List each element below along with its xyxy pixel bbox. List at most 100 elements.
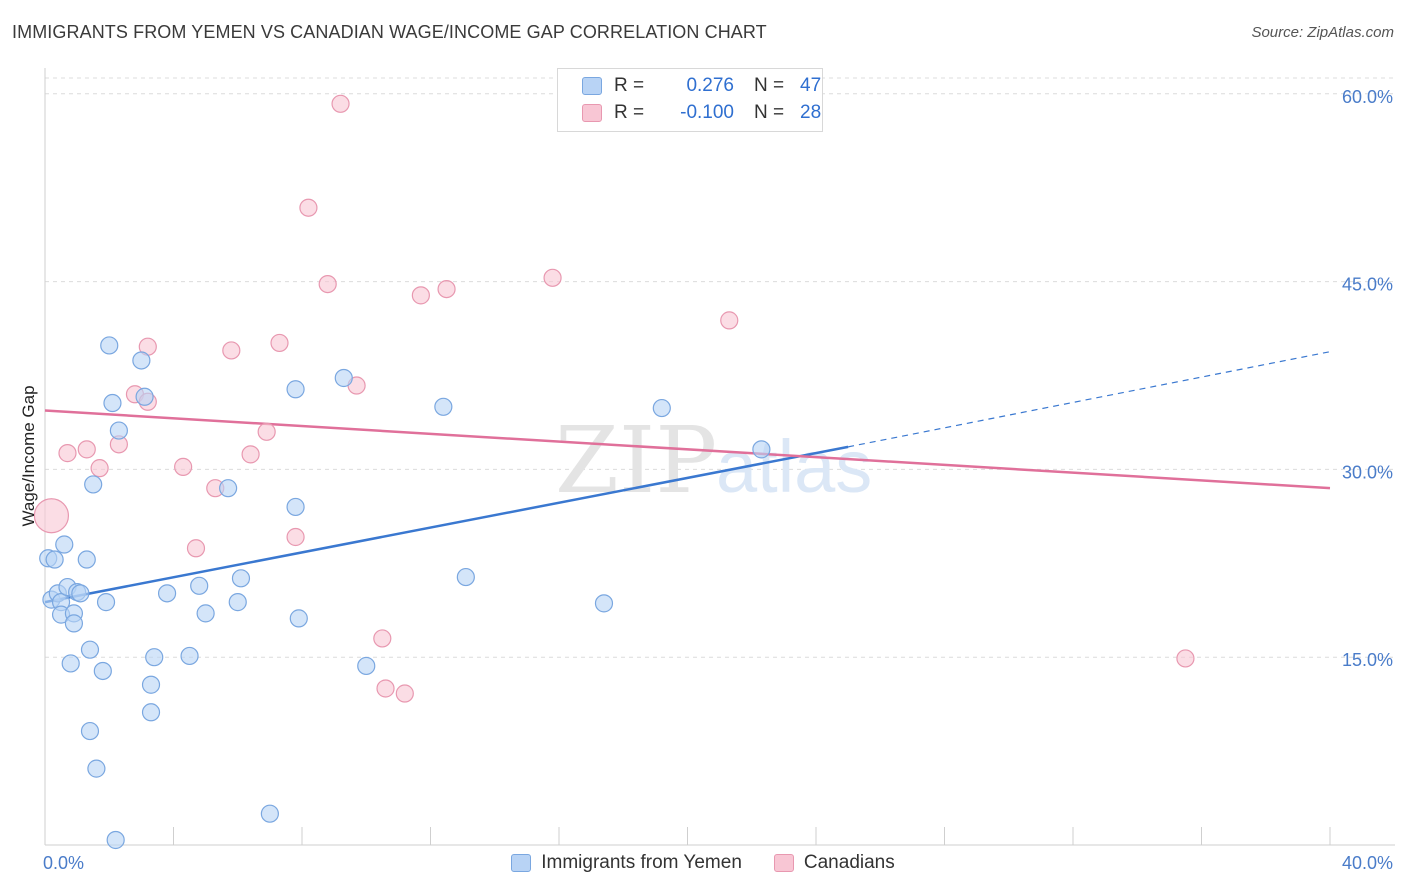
- point-yemen: [286, 497, 305, 517]
- point-canadians: [299, 198, 318, 217]
- x-tick-label: 40.0%: [1342, 853, 1393, 873]
- point-yemen: [93, 661, 112, 681]
- point-yemen: [141, 703, 161, 722]
- chart-title: IMMIGRANTS FROM YEMEN VS CANADIAN WAGE/I…: [12, 22, 767, 42]
- point-canadians: [222, 341, 241, 360]
- point-yemen: [61, 654, 80, 673]
- legend-series-name: Canadians: [803, 852, 895, 873]
- point-canadians: [376, 679, 395, 698]
- point-canadians: [331, 94, 350, 113]
- data-points: [33, 94, 1195, 850]
- point-canadians: [174, 457, 193, 476]
- axes: [44, 68, 1395, 846]
- legend-series-name: Immigrants from Yemen: [541, 852, 742, 873]
- watermark-zip: ZIP: [555, 407, 717, 514]
- point-yemen: [456, 567, 475, 587]
- point-canadians: [720, 311, 739, 330]
- point-canadians: [543, 268, 562, 287]
- point-yemen: [334, 368, 353, 388]
- point-canadians: [186, 539, 206, 558]
- point-yemen: [96, 593, 116, 612]
- trend-line-yemen-extension: [848, 351, 1331, 448]
- legend-swatch-blue: [511, 854, 532, 872]
- point-yemen: [219, 479, 238, 498]
- point-canadians: [58, 444, 77, 463]
- point-canadians: [1176, 649, 1195, 668]
- point-yemen: [132, 351, 151, 370]
- gridlines: [45, 77, 1395, 658]
- legend-n-value: 28: [800, 102, 822, 123]
- series-legend: Immigrants from Yemen Canadians: [0, 852, 1406, 874]
- point-yemen: [652, 398, 671, 418]
- point-yemen: [106, 830, 125, 850]
- point-yemen: [157, 584, 177, 603]
- legend-swatch-pink: [773, 854, 794, 872]
- legend-swatch-blue: [582, 77, 602, 95]
- point-yemen: [55, 535, 74, 554]
- point-yemen: [289, 609, 308, 628]
- y-axis-label: Wage/Income Gap: [19, 385, 38, 526]
- point-yemen: [231, 569, 251, 588]
- point-yemen: [752, 440, 771, 459]
- trend-lines: [44, 351, 1331, 604]
- point-yemen: [64, 614, 84, 633]
- point-yemen: [80, 721, 100, 741]
- legend-r-value: -0.100: [680, 102, 734, 123]
- y-tick-label: 15.0%: [1342, 650, 1393, 670]
- x-tick-label: 0.0%: [43, 853, 84, 873]
- point-yemen: [594, 594, 614, 613]
- legend-item-yemen: Immigrants from Yemen: [511, 852, 742, 874]
- point-yemen: [434, 397, 453, 416]
- point-canadians: [411, 286, 430, 305]
- point-canadians: [286, 527, 305, 547]
- point-yemen: [100, 336, 119, 355]
- legend-n-value: 47: [800, 75, 822, 96]
- point-yemen: [77, 550, 96, 569]
- legend-n-label: N =: [754, 102, 785, 123]
- point-yemen: [109, 421, 128, 440]
- legend-swatch-pink: [582, 104, 602, 122]
- legend-r-value: 0.276: [686, 75, 734, 96]
- point-canadians: [437, 279, 456, 299]
- point-canadians: [318, 274, 337, 294]
- point-canadians: [33, 498, 70, 534]
- trend-line-canadians: [44, 409, 1331, 490]
- point-yemen: [357, 656, 376, 676]
- tick-labels: 15.0% 30.0% 45.0% 60.0% 0.0% 40.0%: [43, 87, 1393, 873]
- point-canadians: [241, 445, 260, 464]
- point-yemen: [45, 550, 64, 569]
- point-canadians: [270, 333, 289, 353]
- watermark-atlas: atlas: [716, 425, 872, 508]
- point-canadians: [257, 422, 276, 441]
- point-yemen: [145, 648, 164, 667]
- y-tick-label: 45.0%: [1342, 275, 1393, 295]
- stats-legend: R = 0.276 N = 47 R = -0.100 N = 28: [557, 68, 823, 132]
- legend-row-yemen: R = 0.276 N = 47: [582, 74, 821, 98]
- y-tick-label: 30.0%: [1342, 462, 1393, 482]
- point-yemen: [228, 593, 247, 612]
- legend-r-label: R =: [614, 102, 645, 123]
- point-yemen: [260, 804, 279, 823]
- point-yemen: [84, 475, 103, 494]
- point-yemen: [80, 640, 100, 659]
- legend-item-canadians: Canadians: [773, 852, 895, 874]
- point-yemen: [135, 387, 154, 406]
- legend-r-label: R =: [614, 75, 645, 96]
- source-label: Source: ZipAtlas.com: [1251, 24, 1394, 41]
- point-canadians: [77, 440, 96, 459]
- point-canadians: [90, 459, 109, 478]
- point-canadians: [395, 684, 414, 703]
- legend-n-label: N =: [754, 75, 785, 96]
- point-yemen: [196, 604, 215, 623]
- point-yemen: [103, 393, 122, 413]
- legend-row-canadians: R = -0.100 N = 28: [582, 101, 821, 125]
- trend-line-yemen: [44, 445, 849, 604]
- point-yemen: [87, 759, 106, 778]
- y-tick-label: 60.0%: [1342, 87, 1393, 107]
- point-canadians: [373, 629, 392, 648]
- point-yemen: [190, 576, 209, 595]
- point-yemen: [286, 380, 305, 399]
- watermark: ZIP atlas: [555, 407, 872, 514]
- point-yemen: [71, 584, 90, 603]
